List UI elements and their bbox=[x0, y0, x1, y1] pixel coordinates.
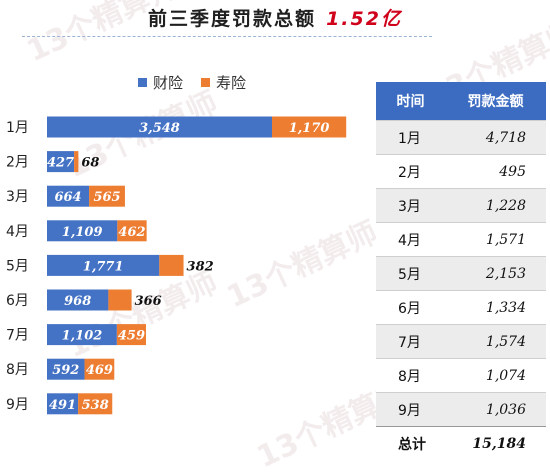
chart-title: 前三季度罚款总额 1.52亿 bbox=[0, 4, 550, 31]
bar-life bbox=[89, 185, 125, 207]
table-cell-amount: 4,718 bbox=[445, 120, 546, 155]
data-label: 3,548 bbox=[139, 121, 180, 136]
category-label: 9月 bbox=[6, 397, 29, 413]
table-row: 9月 1,036 bbox=[376, 392, 546, 427]
data-label: 968 bbox=[64, 294, 91, 309]
table-cell-amount: 1,074 bbox=[445, 358, 546, 393]
table-row: 5月 2,153 bbox=[376, 256, 546, 291]
data-label: 459 bbox=[118, 329, 145, 344]
category-label: 8月 bbox=[6, 362, 29, 378]
legend-swatch-life bbox=[201, 78, 211, 87]
table-row: 2月 495 bbox=[376, 154, 546, 189]
category-label: 1月 bbox=[6, 120, 29, 136]
table-cell-month: 5月 bbox=[376, 256, 446, 291]
table-cell-amount: 1,036 bbox=[445, 392, 546, 427]
table-total-row: 总计 15,184 bbox=[376, 426, 546, 460]
table-row: 3月 1,228 bbox=[376, 188, 546, 223]
bar-life bbox=[78, 393, 113, 415]
table-cell-month: 6月 bbox=[376, 290, 446, 325]
chart-legend: 财险 寿险 bbox=[138, 72, 246, 93]
data-label: 68 bbox=[81, 156, 99, 171]
table-cell-amount: 2,153 bbox=[445, 256, 546, 291]
table-cell-month: 2月 bbox=[376, 154, 446, 189]
bar-property bbox=[47, 116, 272, 138]
bar-property bbox=[47, 289, 109, 311]
fine-table: 时间 罚款金额 1月 4,718 2月 495 3月 1,228 4月 1,571 5月 2,15… bbox=[376, 82, 546, 460]
bar-life bbox=[116, 324, 146, 346]
bar-life bbox=[74, 151, 79, 173]
stacked-bar-chart: 1月 3,548 1,170 2月 427 68 3月 664 565 4月 1,109 462 5月 1… bbox=[6, 116, 347, 415]
table-cell-month: 9月 bbox=[376, 392, 446, 427]
table-total-amount: 15,184 bbox=[445, 426, 546, 460]
legend-swatch-property bbox=[138, 78, 147, 87]
bar-life bbox=[272, 116, 347, 138]
table-cell-month: 3月 bbox=[376, 188, 446, 223]
bar-property bbox=[47, 220, 118, 242]
data-label: 1,170 bbox=[289, 121, 330, 136]
table-cell-amount: 1,334 bbox=[445, 290, 546, 325]
data-label: 538 bbox=[82, 398, 109, 413]
data-label: 1,109 bbox=[62, 225, 103, 240]
bar-property bbox=[47, 324, 117, 346]
table-row: 7月 1,574 bbox=[376, 324, 546, 359]
bar-property bbox=[47, 254, 160, 276]
data-label: 491 bbox=[49, 398, 76, 413]
data-label: 1,102 bbox=[62, 329, 103, 344]
bar-life bbox=[159, 254, 184, 276]
table-cell-amount: 495 bbox=[445, 154, 546, 189]
category-label: 3月 bbox=[6, 189, 29, 205]
category-label: 5月 bbox=[6, 258, 29, 274]
data-label: 469 bbox=[86, 363, 113, 378]
table-cell-month: 8月 bbox=[376, 358, 446, 393]
table-row: 8月 1,074 bbox=[376, 358, 546, 393]
legend-label-life: 寿险 bbox=[216, 74, 247, 92]
bar-property bbox=[47, 185, 90, 207]
data-label: 1,771 bbox=[83, 259, 124, 274]
category-label: 7月 bbox=[6, 328, 29, 344]
data-label: 565 bbox=[93, 190, 120, 205]
table-row: 1月 4,718 bbox=[376, 120, 546, 155]
data-label: 382 bbox=[187, 259, 214, 274]
legend-label-property: 财险 bbox=[153, 74, 184, 92]
table-row: 4月 1,571 bbox=[376, 222, 546, 257]
data-label: 366 bbox=[135, 294, 162, 309]
table-cell-amount: 1,571 bbox=[445, 222, 546, 257]
table-header-amount: 罚款金额 bbox=[445, 82, 546, 121]
category-label: 4月 bbox=[6, 224, 29, 240]
table-cell-month: 7月 bbox=[376, 324, 446, 359]
table-cell-month: 4月 bbox=[376, 222, 446, 257]
category-label: 6月 bbox=[6, 293, 29, 309]
data-label: 462 bbox=[118, 225, 145, 240]
data-label: 592 bbox=[52, 363, 79, 378]
bar-life bbox=[117, 220, 147, 242]
bar-property bbox=[47, 358, 85, 380]
table-header-row: 时间 罚款金额 bbox=[376, 82, 546, 121]
title-text: 前三季度罚款总额 bbox=[148, 8, 317, 30]
table-total-label: 总计 bbox=[376, 426, 446, 460]
title-divider bbox=[22, 36, 432, 38]
table-header-month: 时间 bbox=[376, 82, 446, 121]
bar-life bbox=[84, 358, 115, 380]
bar-property bbox=[47, 393, 79, 415]
title-total-amount: 1.52亿 bbox=[326, 8, 402, 30]
bar-property bbox=[47, 151, 75, 173]
table-row: 6月 1,334 bbox=[376, 290, 546, 325]
data-label: 427 bbox=[47, 156, 74, 171]
category-label: 2月 bbox=[6, 155, 29, 171]
table-body: 1月 4,718 2月 495 3月 1,228 4月 1,571 5月 2,153 6月 1,334… bbox=[376, 120, 546, 460]
table-cell-amount: 1,228 bbox=[445, 188, 546, 223]
bar-life bbox=[108, 289, 132, 311]
table-cell-amount: 1,574 bbox=[445, 324, 546, 359]
table-cell-month: 1月 bbox=[376, 120, 446, 155]
data-label: 664 bbox=[54, 190, 81, 205]
